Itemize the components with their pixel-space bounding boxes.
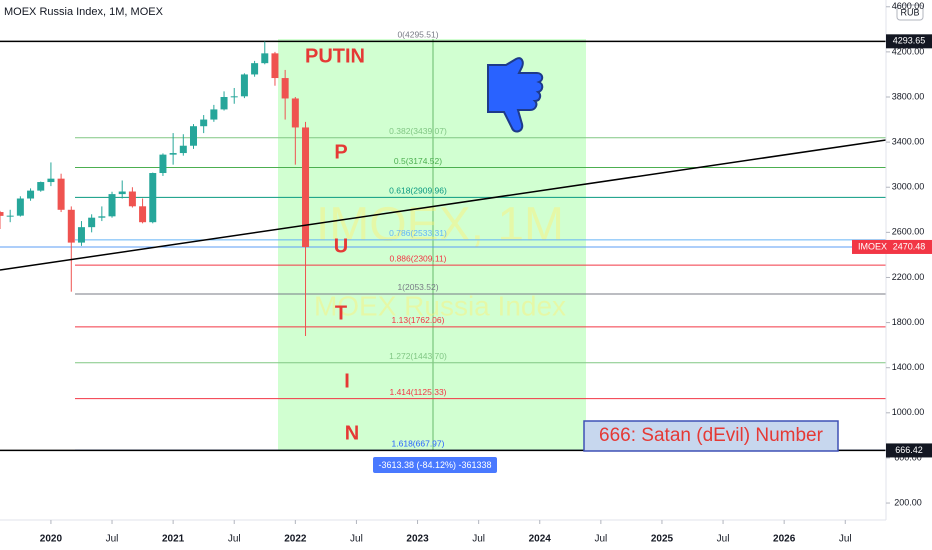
candle-body [189,126,197,146]
watermark: IMOEX, 1M [316,199,564,252]
price-tag-label: 666.42 [895,445,923,455]
candle-body [240,74,248,97]
candle-body [281,78,289,99]
fib-label: 0(4295.51) [397,29,438,39]
candle-body [139,206,147,223]
candle-body [98,216,106,218]
currency[interactable]: RUB [900,7,919,17]
y-tick-label: 3800.00 [892,91,925,101]
candle-body [251,63,259,75]
last-price-label: 2470.48 [893,241,926,251]
y-tick-label: 3000.00 [892,182,925,192]
x-tick-label: 2021 [162,534,185,545]
candle-body [149,173,157,223]
fib-label: 0.5(3174.52) [394,156,442,166]
layers: 0(4295.51) 0.382(3439.07) 0.5(3174.52) 0.61… [0,29,886,452]
note: 666: Satan (dEvil) Number [599,425,824,446]
candle-body [210,109,218,120]
watermark-subtitle: MOEX Russia Index [314,290,566,321]
x-tick-label: Jul [350,534,363,545]
candle-body [118,191,126,195]
fib-label: 1.618(667.97) [392,439,445,449]
headline: PUTIN [305,45,365,67]
candle-body [200,119,208,127]
letter: I [344,370,350,392]
x-tick-label: 2020 [40,534,63,545]
thumbs-down-icon [487,57,544,133]
candle-body [128,191,136,207]
y-tick-label: 200.00 [894,497,922,507]
fib-label: 1.414(1125.33) [389,387,446,397]
price-tag [886,34,932,49]
price-axis [886,0,932,550]
fib-label: 1.13(1762.06) [392,315,445,325]
candle-body [67,209,75,243]
trend-line [0,139,887,271]
candle-body [261,53,269,64]
x-tick-label: Jul [472,534,485,545]
candle-body [271,53,279,79]
fib-label: 1(2053.52) [397,282,438,292]
currency-box[interactable] [896,4,924,21]
letter: N [345,422,359,444]
x-tick-label: Jul [594,534,607,545]
fib-label: 0.886(2309.11) [389,253,446,263]
y-tick-label: 3400.00 [892,136,925,146]
x-tick-label: 2025 [651,534,674,545]
letter: T [335,302,347,324]
y-tick-label: 4200.00 [892,46,925,56]
y-tick-label: 2200.00 [892,272,925,282]
last-price-tag [852,239,932,254]
y-tick-label: 1000.00 [892,407,925,417]
x-tick-label: Jul [106,534,119,545]
note-box [583,420,839,452]
fib-label: 0.786(2533.31) [389,228,447,238]
candle-body [108,194,116,217]
candle-body [291,98,299,128]
candle-body [179,145,187,154]
measure-box [373,457,497,473]
candle-body [0,212,4,216]
overlay: 4600.00 4200.00 3800.00 3400.00 3000.00 2600.… [40,1,932,545]
letter: U [334,235,348,257]
candle-body [77,227,85,243]
candle-body [6,215,14,217]
candle-body [88,217,96,228]
candle-body [230,96,238,98]
x-tick-label: Jul [839,534,852,545]
y-tick-label: 1400.00 [892,362,925,372]
letter: P [334,141,347,163]
candle-body [220,96,228,110]
x-tick-label: Jul [228,534,241,545]
y-tick-label: 1800.00 [892,317,925,327]
x-tick-label: 2024 [529,534,552,545]
measure-label: -3613.38 (-84.12%) -361338 [378,460,491,470]
fib-label: 1.272(1443.70) [389,351,447,361]
candle-body [37,182,45,191]
candle-body [57,178,65,210]
price-tag [886,443,932,458]
candle-body [159,154,167,174]
candle-body [302,127,310,248]
x-tick-label: 2023 [406,534,429,545]
y-tick-label: 4600.00 [892,1,925,11]
candle-body [16,198,24,216]
fib-label: 0.382(3439.07) [389,126,447,136]
chart-title: MOEX Russia Index, 1M, MOEX [4,6,164,18]
candle-body [169,153,177,155]
x-tick-label: 2022 [284,534,307,545]
x-tick-label: 2026 [773,534,796,545]
x-tick-label: Jul [717,534,730,545]
fib-label: 0.618(2909.96) [389,186,447,196]
y-tick-label: 2600.00 [892,227,925,237]
candle-body [47,178,55,183]
price-tag-label: 4293.65 [893,36,926,46]
candle-body [27,190,35,199]
last-price-name: IMOEX [858,241,887,251]
